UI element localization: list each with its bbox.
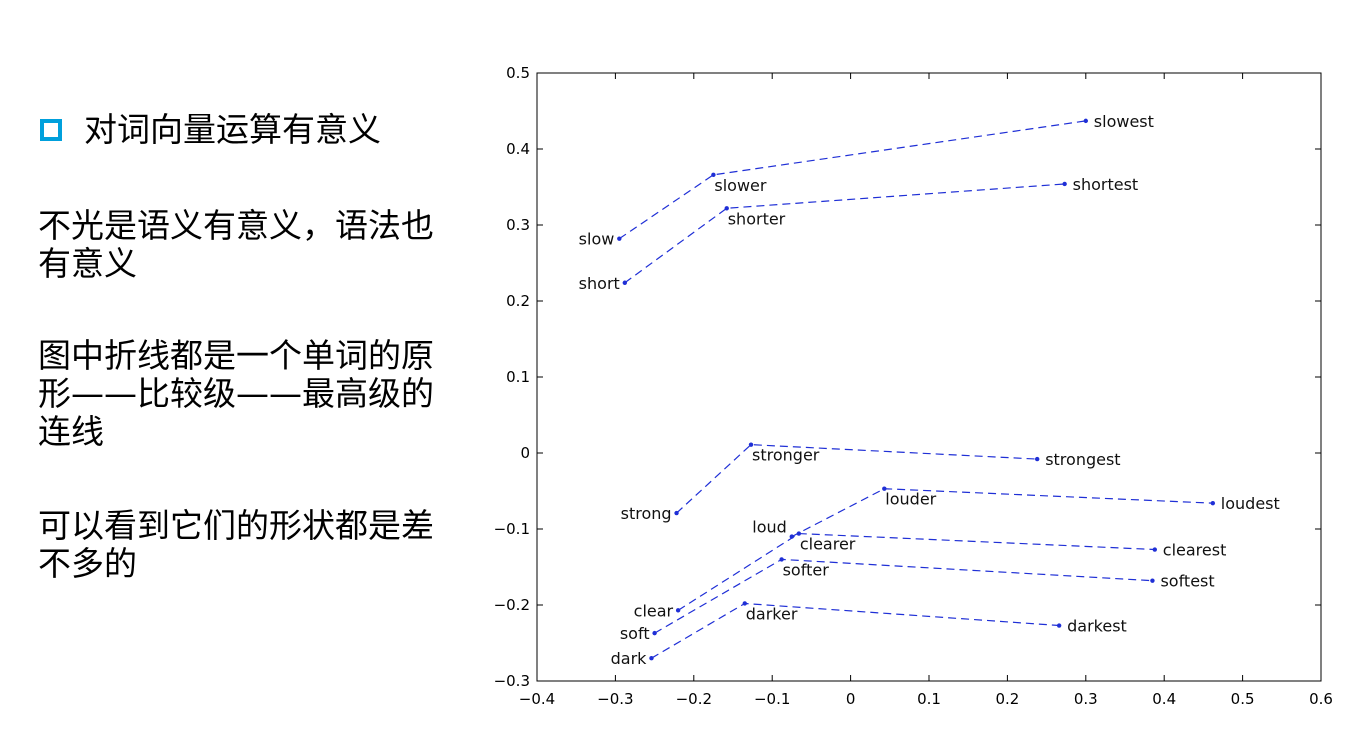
point-label-dark: dark	[611, 649, 648, 668]
data-point-darkest	[1057, 623, 1061, 627]
data-point-loud	[790, 534, 794, 538]
point-label-soft: soft	[620, 624, 650, 643]
y-tick-label: 0.5	[506, 64, 530, 82]
x-tick-label: −0.3	[597, 690, 633, 708]
point-label-slow: slow	[579, 230, 615, 249]
x-tick-label: −0.2	[676, 690, 712, 708]
data-point-softest	[1150, 578, 1154, 582]
point-label-clear: clear	[634, 601, 674, 620]
x-tick-label: 0.1	[917, 690, 941, 708]
point-label-stronger: stronger	[752, 446, 820, 465]
point-label-strongest: strongest	[1045, 450, 1120, 469]
data-point-loudest	[1211, 501, 1215, 505]
data-point-slowest	[1084, 119, 1088, 123]
point-label-slowest: slowest	[1094, 112, 1154, 131]
y-tick-label: 0	[520, 444, 530, 462]
y-tick-label: 0.3	[506, 216, 530, 234]
point-label-slower: slower	[714, 176, 767, 195]
point-label-short: short	[579, 274, 620, 293]
point-label-louder: louder	[885, 490, 936, 509]
data-point-short	[623, 281, 627, 285]
point-label-softer: softer	[783, 560, 830, 579]
x-tick-label: −0.1	[754, 690, 790, 708]
y-tick-label: 0.4	[506, 140, 530, 158]
point-label-darker: darker	[746, 604, 798, 623]
x-tick-label: 0.6	[1309, 690, 1333, 708]
y-tick-label: −0.3	[494, 672, 530, 690]
point-label-darkest: darkest	[1067, 617, 1127, 636]
data-point-slow	[617, 236, 621, 240]
point-label-strong: strong	[621, 504, 672, 523]
x-tick-label: 0.5	[1231, 690, 1255, 708]
figure-background	[495, 58, 1332, 710]
point-label-clearer: clearer	[800, 535, 856, 554]
x-tick-label: −0.4	[519, 690, 555, 708]
point-label-clearest: clearest	[1163, 541, 1227, 560]
data-point-strongest	[1035, 457, 1039, 461]
data-point-dark	[649, 656, 653, 660]
point-label-loud: loud	[752, 518, 787, 537]
point-label-softest: softest	[1160, 572, 1214, 591]
x-tick-label: 0.4	[1152, 690, 1176, 708]
data-point-soft	[652, 631, 656, 635]
data-point-strong	[674, 511, 678, 515]
y-tick-label: −0.2	[494, 596, 530, 614]
data-point-shortest	[1062, 182, 1066, 186]
x-tick-label: 0.3	[1074, 690, 1098, 708]
y-tick-label: 0.1	[506, 368, 530, 386]
point-label-shorter: shorter	[728, 209, 786, 228]
x-tick-label: 0.2	[995, 690, 1019, 708]
data-point-clear	[676, 608, 680, 612]
point-label-shortest: shortest	[1073, 175, 1139, 194]
x-tick-label: 0	[846, 690, 856, 708]
data-point-clearest	[1153, 547, 1157, 551]
y-tick-label: −0.1	[494, 520, 530, 538]
point-label-loudest: loudest	[1221, 494, 1280, 513]
y-tick-label: 0.2	[506, 292, 530, 310]
